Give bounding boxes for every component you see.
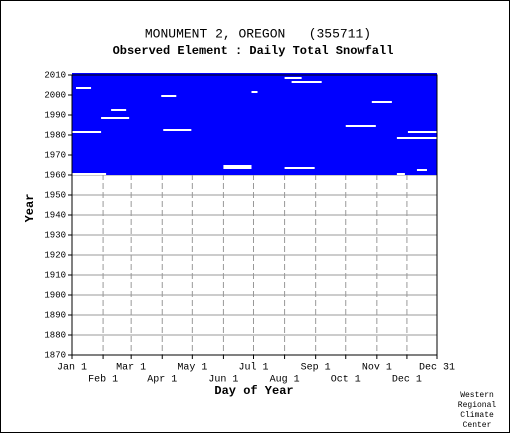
- x-tick-label: Feb 1: [88, 374, 118, 386]
- x-tick-label: Sep 1: [301, 363, 331, 374]
- gap: [416, 169, 427, 171]
- x-tick-label: Aug 1: [270, 375, 300, 386]
- gap: [407, 131, 437, 133]
- chart-subtitle: Observed Element : Daily Total Snowfall: [113, 44, 394, 58]
- y-tick-label: 2010: [44, 70, 66, 80]
- gap: [284, 167, 315, 169]
- gap: [284, 77, 302, 79]
- gap: [111, 109, 127, 111]
- x-tick-label: Jan 1: [57, 363, 87, 374]
- x-tick-label: Nov 1: [362, 363, 392, 374]
- plot-border: [71, 74, 438, 356]
- gap: [291, 81, 322, 83]
- credit: Climate: [460, 411, 494, 420]
- x-tick-label: Jun 1: [208, 375, 238, 386]
- y-tick-label: 1880: [44, 330, 66, 340]
- gap: [396, 173, 405, 175]
- gap: [223, 167, 252, 169]
- y-tick-label: 2000: [44, 90, 66, 100]
- gap: [163, 129, 192, 131]
- gap: [72, 173, 107, 175]
- x-tick-label: Dec 1: [392, 375, 422, 386]
- gap: [101, 117, 130, 119]
- x-tick-label: Mar 1: [116, 363, 146, 374]
- y-tick-label: 1890: [44, 310, 66, 320]
- chart-title: MONUMENT 2, OREGON (355711): [145, 26, 371, 41]
- credit: Western: [460, 391, 494, 400]
- y-tick-label: 1920: [44, 250, 66, 260]
- y-tick-label: 1930: [44, 230, 66, 240]
- gap: [371, 101, 392, 103]
- gap: [396, 137, 437, 139]
- x-tick-label: Apr 1: [147, 375, 177, 386]
- y-tick-label: 1950: [44, 190, 66, 200]
- gap: [161, 95, 177, 97]
- x-tick-label: Oct 1: [331, 375, 361, 386]
- gap: [223, 165, 252, 167]
- credit: Regional: [458, 401, 497, 410]
- y-tick-label: 1900: [44, 290, 66, 300]
- y-axis-label: Year: [23, 194, 37, 223]
- plot: 1870 1880 1890 1900 1910 1920 1930 1940 1950 1960…: [44, 70, 455, 385]
- y-tick-label: 1960: [44, 170, 66, 180]
- y-tick-label: 1940: [44, 210, 66, 220]
- y-tick-label: 1980: [44, 130, 66, 140]
- coverage-block: [72, 73, 437, 175]
- gap: [251, 91, 258, 93]
- gap: [72, 131, 102, 133]
- x-tick-label: Dec 31: [419, 363, 455, 374]
- x-tick-label: May 1: [177, 363, 207, 374]
- y-tick-label: 1990: [44, 110, 66, 120]
- credit: Center: [463, 421, 492, 430]
- y-tick-label: 1970: [44, 150, 66, 160]
- y-tick-label: 1870: [44, 350, 66, 360]
- gap: [345, 125, 376, 127]
- x-tick-label: Jul 1: [238, 362, 268, 374]
- x-axis-label: Day of Year: [214, 384, 293, 398]
- y-tick-label: 1910: [44, 270, 66, 280]
- gap: [76, 87, 92, 89]
